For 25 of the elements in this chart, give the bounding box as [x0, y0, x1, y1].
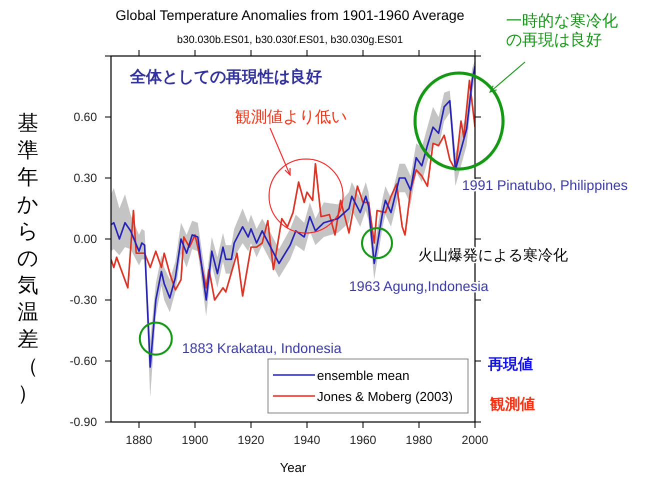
x-tick-label: 1960: [350, 433, 377, 447]
y-tick-label: -0.90: [70, 415, 98, 429]
legend-label: ensemble mean: [317, 368, 410, 383]
text: 一時的な寒冷化の再現は良好: [506, 12, 618, 50]
y-tick-label: 0.00: [74, 232, 98, 246]
y-tick-label: 0.30: [74, 171, 98, 185]
chart-title: Global Temperature Anomalies from 1901-1960 Average: [116, 7, 465, 23]
chart-subtitle: b30.030b.ES01, b30.030f.ES01, b30.030g.ES01: [177, 34, 404, 46]
legend-label: Jones & Moberg (2003): [317, 389, 453, 404]
x-tick-label: 1920: [238, 433, 265, 447]
y-tick-label: -0.60: [70, 354, 98, 368]
x-tick-label: 2000: [462, 433, 489, 447]
x-tick-label: 1980: [406, 433, 433, 447]
text: 基準年からの気温差（）: [17, 112, 39, 405]
x-tick-label: 1900: [182, 433, 209, 447]
x-tick-label: 1880: [126, 433, 153, 447]
annotation: 全体としての再現性は良好: [129, 68, 322, 86]
text: 再現値: [487, 356, 533, 373]
x-tick-label: 1940: [294, 433, 321, 447]
annotation: 1883 Krakatau, Indonesia: [182, 340, 342, 356]
annotation: 観測値より低い: [235, 108, 347, 126]
text: 観測値: [489, 396, 535, 413]
y-tick-label: -0.30: [70, 293, 98, 307]
x-axis-title: Year: [280, 460, 307, 475]
y-tick-label: 0.60: [74, 110, 98, 124]
